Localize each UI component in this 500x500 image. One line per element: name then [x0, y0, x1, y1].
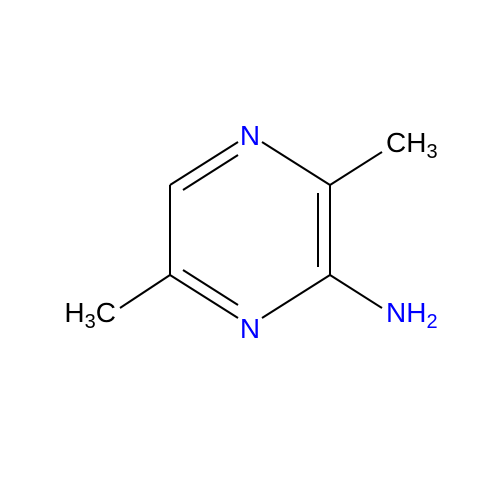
bond [262, 142, 330, 185]
methyl-group: CH3 [386, 127, 438, 163]
bond [330, 152, 382, 185]
bond [170, 142, 238, 185]
bond [330, 275, 382, 308]
methyl-group: H3C [64, 297, 116, 333]
bond [120, 275, 170, 308]
bond [170, 275, 238, 318]
bond [262, 275, 330, 318]
amine-group: NH2 [386, 297, 438, 333]
nitrogen-atom: N [240, 313, 260, 344]
molecule-diagram: N N CH3 NH2 H3C [0, 0, 500, 500]
nitrogen-atom: N [240, 120, 260, 151]
